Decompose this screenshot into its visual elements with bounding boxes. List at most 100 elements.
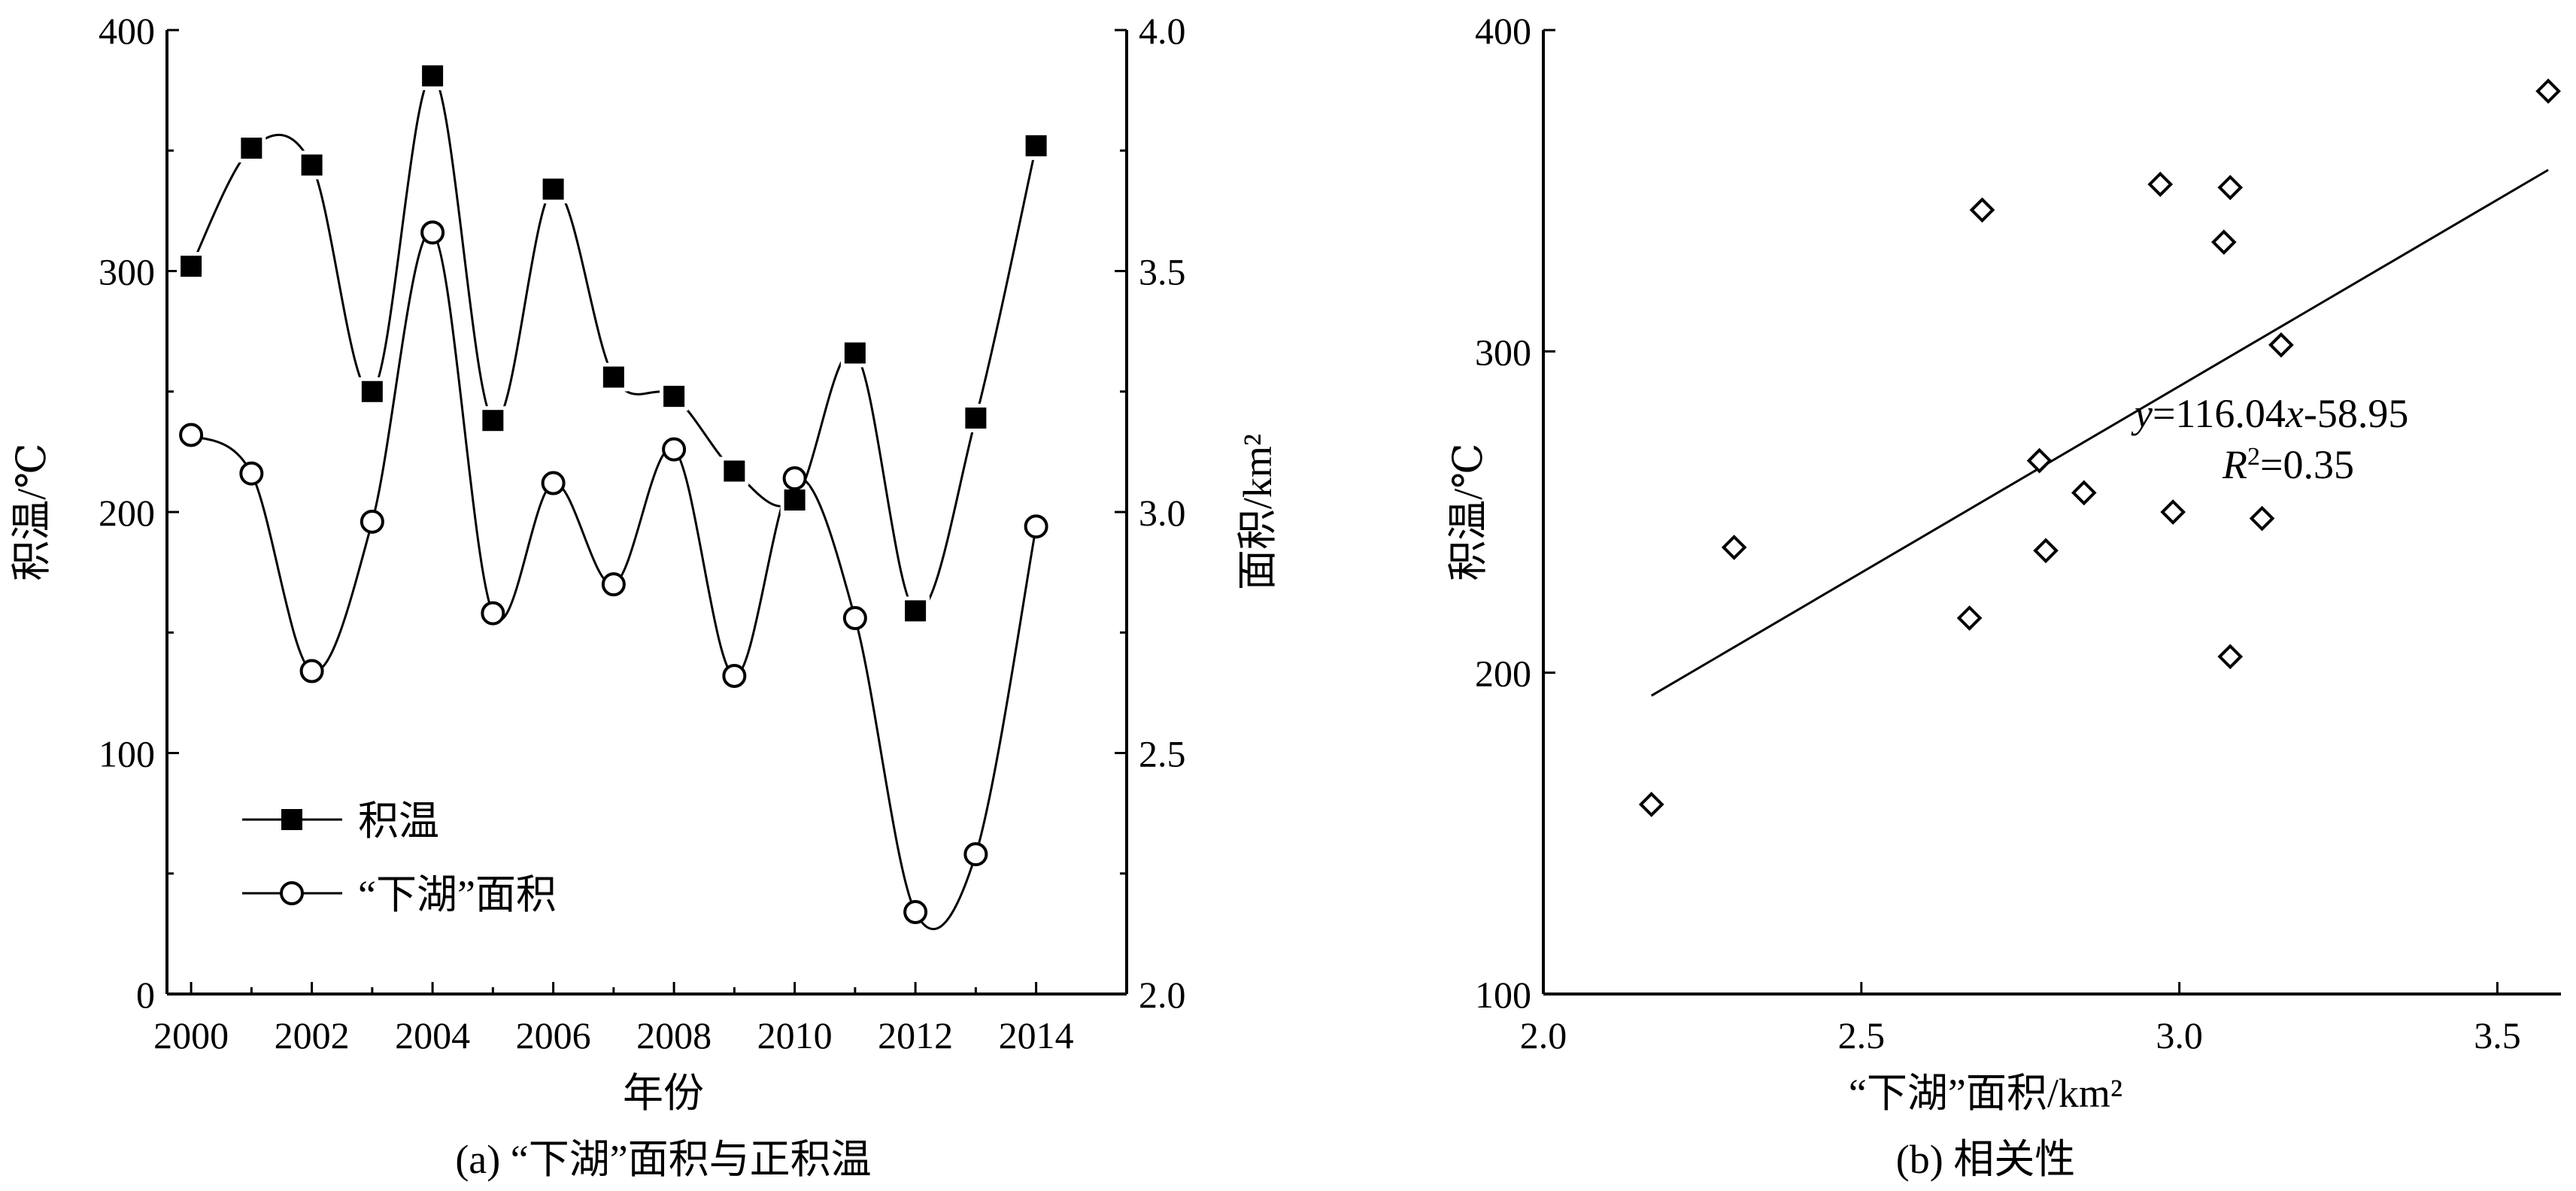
right-y-tick-label: 2.5 (1139, 733, 1186, 775)
accumulated-temp-point (720, 456, 749, 486)
scatter-point (2268, 332, 2294, 358)
panel-b-x-ticks: 2.0 2.5 3.0 3.5 (1520, 982, 2521, 1056)
left-y-tick-label: 100 (99, 733, 155, 775)
x-tick-label: 2000 (153, 1014, 229, 1056)
left-y-tick-label: 400 (99, 10, 155, 52)
r2-r-symbol: R (2222, 442, 2247, 487)
eq-slope: =116.04 (2153, 391, 2286, 436)
lake-area-point (1024, 514, 1048, 539)
eq-x-symbol: x (2285, 391, 2304, 436)
panel-a-x-axis-title: 年份 (623, 1071, 704, 1116)
r2-value: =0.35 (2260, 442, 2354, 487)
panel-a-x-ticks: 2000 2002 2004 2006 2008 2010 2012 2014 (153, 982, 1074, 1056)
lake-area-point (963, 842, 988, 867)
accumulated-temp-point (478, 406, 508, 435)
accumulated-temp-point (961, 404, 991, 433)
left-y-tick-label: 0 (136, 974, 155, 1016)
eq-y-symbol: y (2131, 391, 2153, 436)
panel-a-caption: (a) “下湖”面积与正积温 (455, 1137, 871, 1182)
lake-area-point (903, 900, 928, 925)
lake-area-point (360, 509, 384, 534)
x-tick-label: 2006 (516, 1014, 591, 1056)
legend-label-lake-area: “下湖”面积 (358, 872, 557, 917)
right-y-tick-label: 2.0 (1139, 974, 1186, 1016)
left-y-tick-label: 200 (99, 492, 155, 534)
panel-b-regression-line (1650, 168, 2549, 697)
panel-b-equation: y=116.04x-58.95 (2131, 391, 2408, 436)
panel-b-y-ticks: 100 200 300 400 (1475, 10, 1555, 1016)
scatter-point (1638, 792, 1664, 817)
panel-a-series-lines (190, 74, 1038, 930)
x-tick-label: 2.0 (1520, 1014, 1567, 1056)
scatter-point (2535, 78, 2561, 105)
x-tick-label: 2002 (275, 1014, 350, 1056)
accumulated-temp-point (599, 362, 628, 392)
lake-area-point (541, 471, 566, 495)
scatter-point (2160, 499, 2186, 525)
scatter-point (2217, 644, 2244, 670)
scatter-point (2210, 229, 2237, 255)
accumulated-temp-point (177, 252, 206, 281)
panel-b-points (1638, 78, 2561, 817)
panel-a-right-axis-title: 面积/km² (1235, 434, 1280, 590)
scatter-point (1721, 535, 1747, 560)
panel-a-marks (177, 61, 1051, 925)
y-tick-label: 300 (1475, 331, 1531, 373)
accumulated-temp-point (297, 150, 326, 180)
x-tick-label: 3.0 (2156, 1014, 2203, 1056)
lake-area-point (722, 663, 747, 688)
x-tick-label: 3.5 (2474, 1014, 2521, 1056)
panel-a: 2000 2002 2004 2006 2008 2010 2012 2014 0 100 200… (9, 10, 1280, 1182)
panel-a-right-ticks: 2.0 2.5 3.0 3.5 4.0 (1115, 10, 1186, 1016)
lake-area-point (299, 659, 324, 683)
accumulated-temp-point (780, 485, 809, 514)
r2-superscript: 2 (2247, 443, 2260, 471)
right-y-tick-label: 3.5 (1139, 251, 1186, 293)
right-y-tick-label: 3.0 (1139, 492, 1186, 534)
x-tick-label: 2014 (999, 1014, 1074, 1056)
y-tick-label: 400 (1475, 10, 1531, 52)
scatter-point (2026, 447, 2053, 474)
legend-marker-accumulated-temp (281, 809, 302, 830)
x-tick-label: 2010 (757, 1014, 833, 1056)
x-tick-label: 2.5 (1838, 1014, 1886, 1056)
legend-marker-lake-area (280, 881, 304, 905)
accumulated-temp-point (840, 338, 869, 368)
lake-area-point (601, 572, 626, 597)
panel-b: 2.0 2.5 3.0 3.5 100 200 300 400 y=116.04x-58.9… (1446, 10, 2561, 1182)
scatter-point (2249, 505, 2275, 532)
lake-area-point (179, 423, 204, 447)
accumulated-temp-point (237, 134, 266, 163)
lake-area-point (481, 601, 505, 626)
lake-area-point (842, 606, 867, 631)
accumulated-temp-point (660, 382, 689, 411)
scatter-point (2147, 171, 2174, 197)
x-tick-label: 2008 (636, 1014, 712, 1056)
accumulated-temp-point (357, 377, 387, 406)
scatter-point (2217, 174, 2244, 201)
panel-a-left-axis-title: 积温/℃ (9, 443, 54, 580)
scatter-point (2071, 480, 2097, 506)
x-tick-label: 2012 (878, 1014, 953, 1056)
accumulated-temp-point (539, 174, 568, 204)
y-tick-label: 100 (1475, 974, 1531, 1016)
x-tick-label: 2004 (395, 1014, 470, 1056)
panel-a-legend: 积温 “下湖”面积 (242, 799, 557, 917)
panel-b-y-axis-title: 积温/℃ (1446, 443, 1491, 580)
y-tick-label: 200 (1475, 653, 1531, 695)
accumulated-temp-point (901, 596, 930, 626)
legend-label-accumulated-temp: 积温 (358, 799, 439, 844)
right-y-tick-label: 4.0 (1139, 10, 1186, 52)
lake-area-point (239, 461, 264, 486)
scatter-point (1956, 605, 1983, 631)
panel-b-x-axis-title: “下湖”面积/km² (1849, 1071, 2122, 1116)
accumulated-temp-point (1021, 131, 1051, 160)
panel-b-caption: (b) 相关性 (1896, 1137, 2075, 1182)
lake-area-point (782, 466, 807, 491)
lake-area-point (662, 437, 687, 462)
panel-b-r-squared: R2=0.35 (2222, 442, 2354, 487)
panel-a-left-ticks: 0 100 200 300 400 (99, 10, 179, 1016)
scatter-point (2033, 538, 2059, 564)
left-y-tick-label: 300 (99, 251, 155, 293)
